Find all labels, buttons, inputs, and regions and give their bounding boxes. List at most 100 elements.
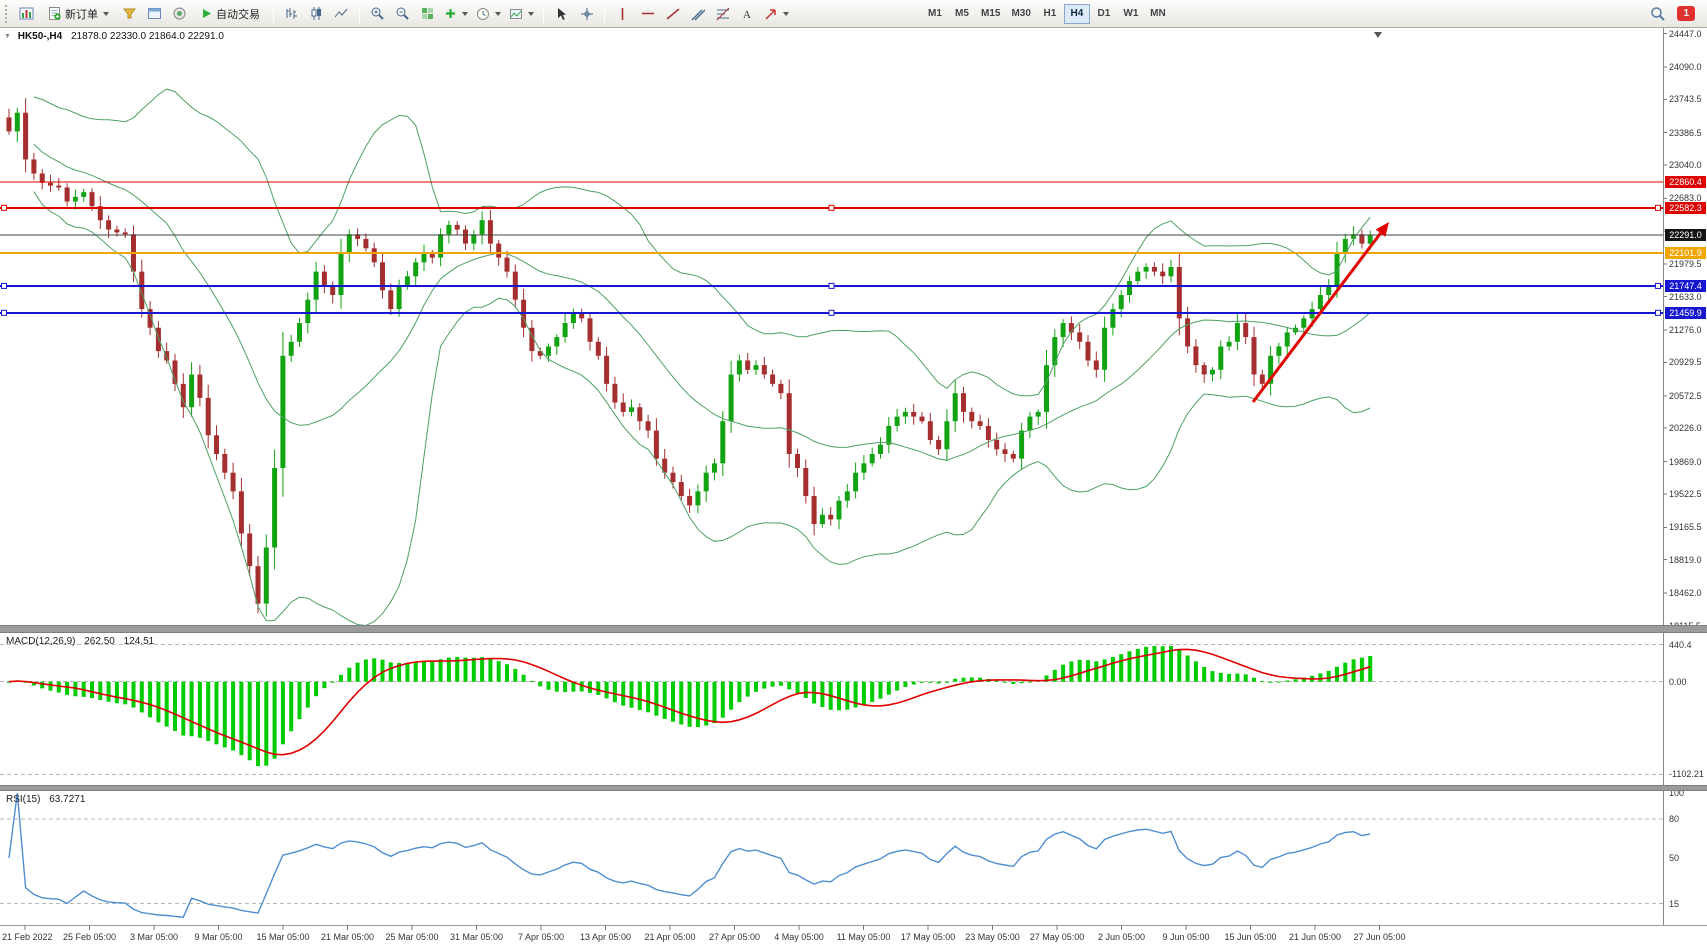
time-axis-label[interactable]: 25 Feb 05:00 bbox=[62, 932, 117, 942]
search-button[interactable] bbox=[1646, 3, 1669, 25]
autotrading-button[interactable]: 自动交易 bbox=[193, 3, 267, 25]
candle-body bbox=[969, 411, 975, 422]
candle-chart-type-button[interactable] bbox=[305, 3, 328, 25]
candle-body bbox=[380, 262, 385, 291]
profiles-button[interactable] bbox=[143, 3, 166, 25]
toolbar-separator bbox=[543, 4, 544, 23]
macd-histogram-bar bbox=[538, 681, 543, 687]
svg-text:A: A bbox=[743, 9, 751, 20]
time-axis-label[interactable]: 27 May 05:00 bbox=[1029, 932, 1085, 942]
time-axis-label[interactable]: 27 Apr 05:00 bbox=[708, 932, 761, 942]
macd-histogram-bar bbox=[1293, 679, 1298, 682]
time-axis-label[interactable]: 9 Mar 05:00 bbox=[194, 932, 243, 942]
sounds-button[interactable] bbox=[168, 3, 191, 25]
tf-h1-button[interactable]: H1 bbox=[1037, 4, 1063, 24]
macd-histogram-bar bbox=[1243, 674, 1248, 682]
trendline-tool-button[interactable] bbox=[661, 3, 684, 25]
tile-windows-button[interactable] bbox=[416, 3, 439, 25]
time-axis-label[interactable]: 7 Apr 05:00 bbox=[517, 932, 565, 942]
time-axis-label[interactable]: 4 May 05:00 bbox=[774, 932, 824, 942]
line-handle bbox=[1655, 204, 1661, 211]
indicators-button[interactable] bbox=[441, 3, 471, 25]
macd-panel-separator[interactable] bbox=[0, 625, 1707, 633]
macd-histogram-bar bbox=[1019, 681, 1024, 684]
arrows-tool-button[interactable] bbox=[761, 3, 792, 25]
macd-histogram-bar bbox=[1326, 670, 1331, 682]
vertical-line-tool-button[interactable] bbox=[611, 3, 634, 25]
periods-button[interactable] bbox=[473, 3, 504, 25]
time-axis-label[interactable]: 11 May 05:00 bbox=[836, 932, 891, 942]
macd-histogram-bar bbox=[1077, 659, 1082, 682]
fibonacci-tool-button[interactable] bbox=[711, 3, 734, 25]
macd-histogram-bar bbox=[671, 681, 675, 722]
channel-tool-button[interactable] bbox=[686, 3, 709, 25]
time-axis-label[interactable]: 2 Jun 05:00 bbox=[1097, 932, 1146, 942]
zoom-in-button[interactable] bbox=[366, 3, 389, 25]
macd-histogram-bar bbox=[571, 681, 576, 692]
candle-body bbox=[454, 224, 460, 230]
time-axis-label[interactable]: 23 May 05:00 bbox=[965, 932, 1020, 942]
time-axis-label[interactable]: 31 Mar 05:00 bbox=[449, 932, 504, 942]
tf-d1-button[interactable]: D1 bbox=[1091, 4, 1117, 24]
cursor-tool-button[interactable] bbox=[550, 3, 573, 25]
tf-w1-button[interactable]: W1 bbox=[1118, 4, 1144, 24]
candle-body bbox=[355, 234, 361, 239]
channel-icon bbox=[691, 9, 705, 20]
rsi-label: RSI(15) 63.7271 bbox=[6, 794, 91, 805]
time-axis-label[interactable]: 15 Jun 05:00 bbox=[1224, 932, 1277, 942]
time-axis-label[interactable]: 21 Jun 05:00 bbox=[1288, 932, 1342, 942]
trend-arrow[interactable] bbox=[1251, 232, 1382, 403]
candle-body bbox=[1160, 271, 1166, 277]
zoom-out-button[interactable] bbox=[391, 3, 414, 25]
candle-body bbox=[438, 234, 444, 258]
periods-clock-icon bbox=[477, 7, 489, 20]
price-tag-22582.3: 22582.3 bbox=[1665, 201, 1706, 214]
candle-body bbox=[1143, 266, 1149, 272]
time-axis-label[interactable]: 9 Jun 05:00 bbox=[1162, 932, 1210, 942]
line-chart-type-button[interactable] bbox=[330, 3, 353, 25]
macd-histogram-bar bbox=[1094, 661, 1099, 682]
market-depth-button[interactable] bbox=[118, 3, 141, 25]
candle-body bbox=[977, 421, 983, 426]
trend-arrow-head[interactable] bbox=[1375, 222, 1389, 237]
candle-body bbox=[985, 425, 991, 440]
rsi-panel-separator[interactable] bbox=[0, 785, 1707, 791]
candle-body bbox=[919, 416, 925, 422]
chart-plot[interactable] bbox=[0, 28, 1707, 947]
macd-histogram-bar bbox=[579, 681, 584, 692]
new-order-button[interactable]: 新订单 bbox=[40, 3, 116, 25]
candle-body bbox=[819, 514, 825, 525]
time-axis-label[interactable]: 3 Mar 05:00 bbox=[129, 932, 179, 942]
time-axis-label[interactable]: 13 Apr 05:00 bbox=[579, 932, 632, 942]
candle-body bbox=[761, 365, 767, 375]
tf-m1-button[interactable]: M1 bbox=[922, 4, 948, 24]
chart-window-button[interactable] bbox=[15, 3, 38, 25]
macd-histogram-bar bbox=[920, 681, 924, 683]
tf-mn-button[interactable]: MN bbox=[1145, 4, 1171, 24]
time-axis-label[interactable]: 25 Mar 05:00 bbox=[385, 932, 439, 942]
time-axis-label[interactable]: 21 Mar 05:00 bbox=[320, 932, 375, 942]
crosshair-tool-button[interactable] bbox=[575, 3, 598, 25]
text-tool-button[interactable]: A bbox=[736, 3, 759, 25]
templates-button[interactable] bbox=[506, 3, 537, 25]
bar-chart-type-button[interactable] bbox=[280, 3, 303, 25]
horizontal-line-tool-button[interactable] bbox=[636, 3, 659, 25]
tf-m30-button[interactable]: M30 bbox=[1006, 4, 1035, 24]
notifications-badge[interactable]: 1 bbox=[1677, 6, 1695, 21]
time-axis-label[interactable]: 21 Feb 2022 bbox=[2, 932, 53, 942]
dropdown-marker-icon[interactable]: ▼ bbox=[4, 33, 11, 40]
tf-h4-button[interactable]: H4 bbox=[1063, 3, 1090, 24]
macd-histogram-bar bbox=[123, 681, 128, 705]
chart-shift-marker-icon[interactable] bbox=[1374, 32, 1382, 38]
toolbar-grip[interactable] bbox=[5, 4, 10, 23]
macd-histogram-bar bbox=[870, 681, 875, 702]
time-axis-label[interactable]: 21 Apr 05:00 bbox=[644, 932, 696, 942]
macd-histogram-bar bbox=[280, 681, 285, 745]
macd-histogram-bar bbox=[1218, 672, 1223, 682]
tf-m5-button[interactable]: M5 bbox=[949, 4, 975, 24]
time-axis-label[interactable]: 15 Mar 05:00 bbox=[256, 932, 310, 942]
time-axis-label[interactable]: 27 Jun 05:00 bbox=[1353, 932, 1406, 942]
time-axis-label[interactable]: 17 May 05:00 bbox=[900, 932, 956, 942]
tf-m15-button[interactable]: M15 bbox=[976, 4, 1005, 24]
line-handle bbox=[1, 309, 7, 316]
